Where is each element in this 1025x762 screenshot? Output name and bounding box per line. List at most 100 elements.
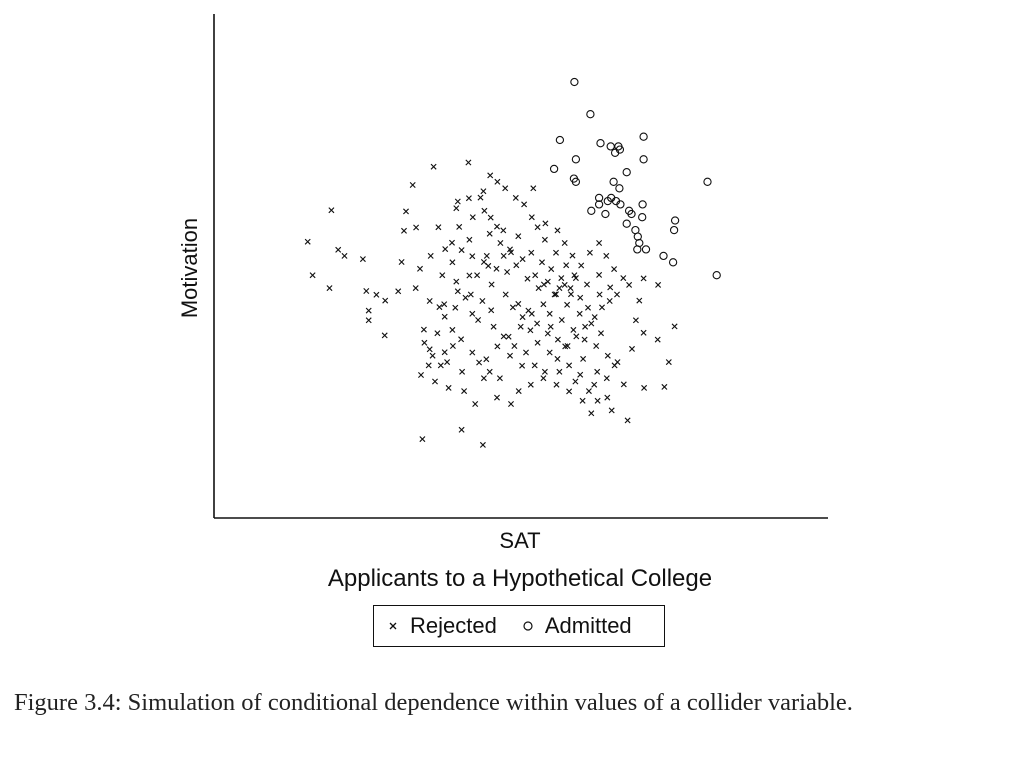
rejected-point-124 [665, 359, 672, 366]
rejected-point-190 [486, 230, 493, 237]
admitted-point-3 [596, 139, 605, 148]
rejected-point-185 [554, 336, 561, 343]
rejected-point-43 [488, 281, 495, 288]
rejected-point-186 [566, 362, 573, 369]
admitted-point-8 [615, 145, 625, 154]
rejected-point-210 [584, 281, 590, 288]
rejected-point-176 [570, 326, 577, 333]
rejected-point-191 [497, 240, 504, 246]
rejected-point-161 [588, 320, 595, 327]
rejected-point-56 [606, 298, 613, 304]
rejected-point-223 [487, 172, 494, 179]
admitted-point-37 [633, 245, 642, 254]
rejected-point-75 [551, 291, 558, 298]
rejected-point-118 [585, 388, 592, 395]
rejected-point-54 [591, 314, 598, 321]
y-axis-label: Motivation [177, 217, 202, 319]
rejected-point-93 [580, 355, 587, 362]
admitted-point-11 [549, 164, 559, 174]
rejected-point-71 [505, 333, 512, 340]
admitted-point-29 [601, 209, 610, 219]
rejected-point-85 [636, 297, 643, 304]
rejected-point-149 [511, 343, 518, 349]
rejected-point-127 [640, 275, 647, 282]
rejected-point-110 [461, 388, 468, 395]
rejected-point-107 [432, 378, 438, 385]
rejected-point-209 [568, 291, 574, 298]
admitted-point-4 [606, 142, 615, 151]
admitted-point-6 [639, 132, 648, 141]
admitted-point-40 [712, 271, 721, 280]
rejected-point-126 [671, 323, 678, 330]
rejected-point-42 [474, 272, 481, 279]
rejected-point-177 [581, 336, 588, 343]
admitted-point-36 [641, 245, 651, 254]
rejected-point-206 [532, 272, 539, 279]
rejected-point-47 [527, 327, 534, 334]
rejected-point-76 [561, 281, 568, 288]
rejected-point-128 [655, 281, 662, 288]
rejected-point-195 [539, 259, 545, 266]
rejected-point-134 [530, 185, 537, 192]
rejected-point-119 [594, 397, 601, 404]
rejected-point-159 [564, 301, 571, 308]
rejected-point-125 [654, 336, 661, 343]
rejected-point-201 [449, 239, 455, 246]
rejected-point-2 [309, 272, 316, 279]
rejected-point-99 [500, 252, 507, 259]
rejected-point-55 [599, 304, 605, 311]
rejected-point-212 [607, 284, 614, 291]
rejected-point-97 [524, 275, 531, 282]
rejected-point-222 [465, 159, 472, 166]
rejected-point-12 [381, 332, 388, 339]
rejected-point-105 [425, 362, 432, 369]
rejected-point-63 [528, 214, 535, 221]
admitted-point-1 [586, 110, 595, 119]
rejected-point-173 [480, 375, 487, 382]
rejected-point-219 [561, 240, 568, 246]
rejected-point-68 [469, 349, 476, 356]
rejected-point-103 [441, 301, 448, 308]
admitted-point-18 [594, 193, 604, 203]
rejected-point-196 [548, 266, 555, 273]
rejected-point-87 [640, 329, 647, 336]
rejected-point-92 [594, 368, 601, 375]
rejected-point-16 [403, 208, 409, 215]
rejected-point-183 [534, 320, 541, 327]
admitted-point-2 [555, 135, 565, 145]
rejected-point-164 [486, 368, 493, 375]
rejected-point-106 [418, 372, 424, 378]
chart-title: Applicants to a Hypothetical College [327, 565, 713, 592]
rejected-point-120 [608, 407, 615, 414]
rejected-point-205 [493, 265, 500, 272]
rejected-point-115 [540, 375, 547, 382]
rejected-point-146 [479, 298, 486, 304]
rejected-point-48 [534, 339, 541, 346]
rejected-point-188 [591, 381, 598, 388]
rejected-point-140 [437, 362, 444, 369]
x-axis-label: SAT [499, 528, 541, 553]
rejected-point-145 [467, 291, 474, 298]
rejected-point-168 [441, 349, 448, 356]
rejected-point-218 [554, 227, 561, 234]
rejected-point-95 [547, 323, 554, 330]
rejected-point-101 [466, 272, 473, 279]
rejected-point-141 [417, 265, 423, 272]
rejected-point-181 [515, 300, 522, 307]
rejected-point-44 [502, 291, 509, 298]
rejected-point-69 [483, 356, 490, 363]
rejected-point-189 [604, 394, 611, 401]
rejected-point-70 [494, 343, 501, 350]
admitted-point-28 [638, 213, 647, 222]
rejected-point-216 [454, 198, 461, 205]
rejected-point-57 [614, 291, 620, 298]
rejected-point-40 [515, 233, 522, 240]
rejected-point-123 [661, 383, 668, 390]
rejected-point-136 [488, 307, 495, 314]
rejected-point-182 [525, 307, 532, 314]
admitted-point-39 [668, 258, 678, 267]
admitted-point-14 [571, 177, 581, 186]
rejected-point-64 [521, 201, 528, 208]
rejected-point-111 [494, 394, 500, 401]
rejected-point-3 [326, 285, 333, 292]
